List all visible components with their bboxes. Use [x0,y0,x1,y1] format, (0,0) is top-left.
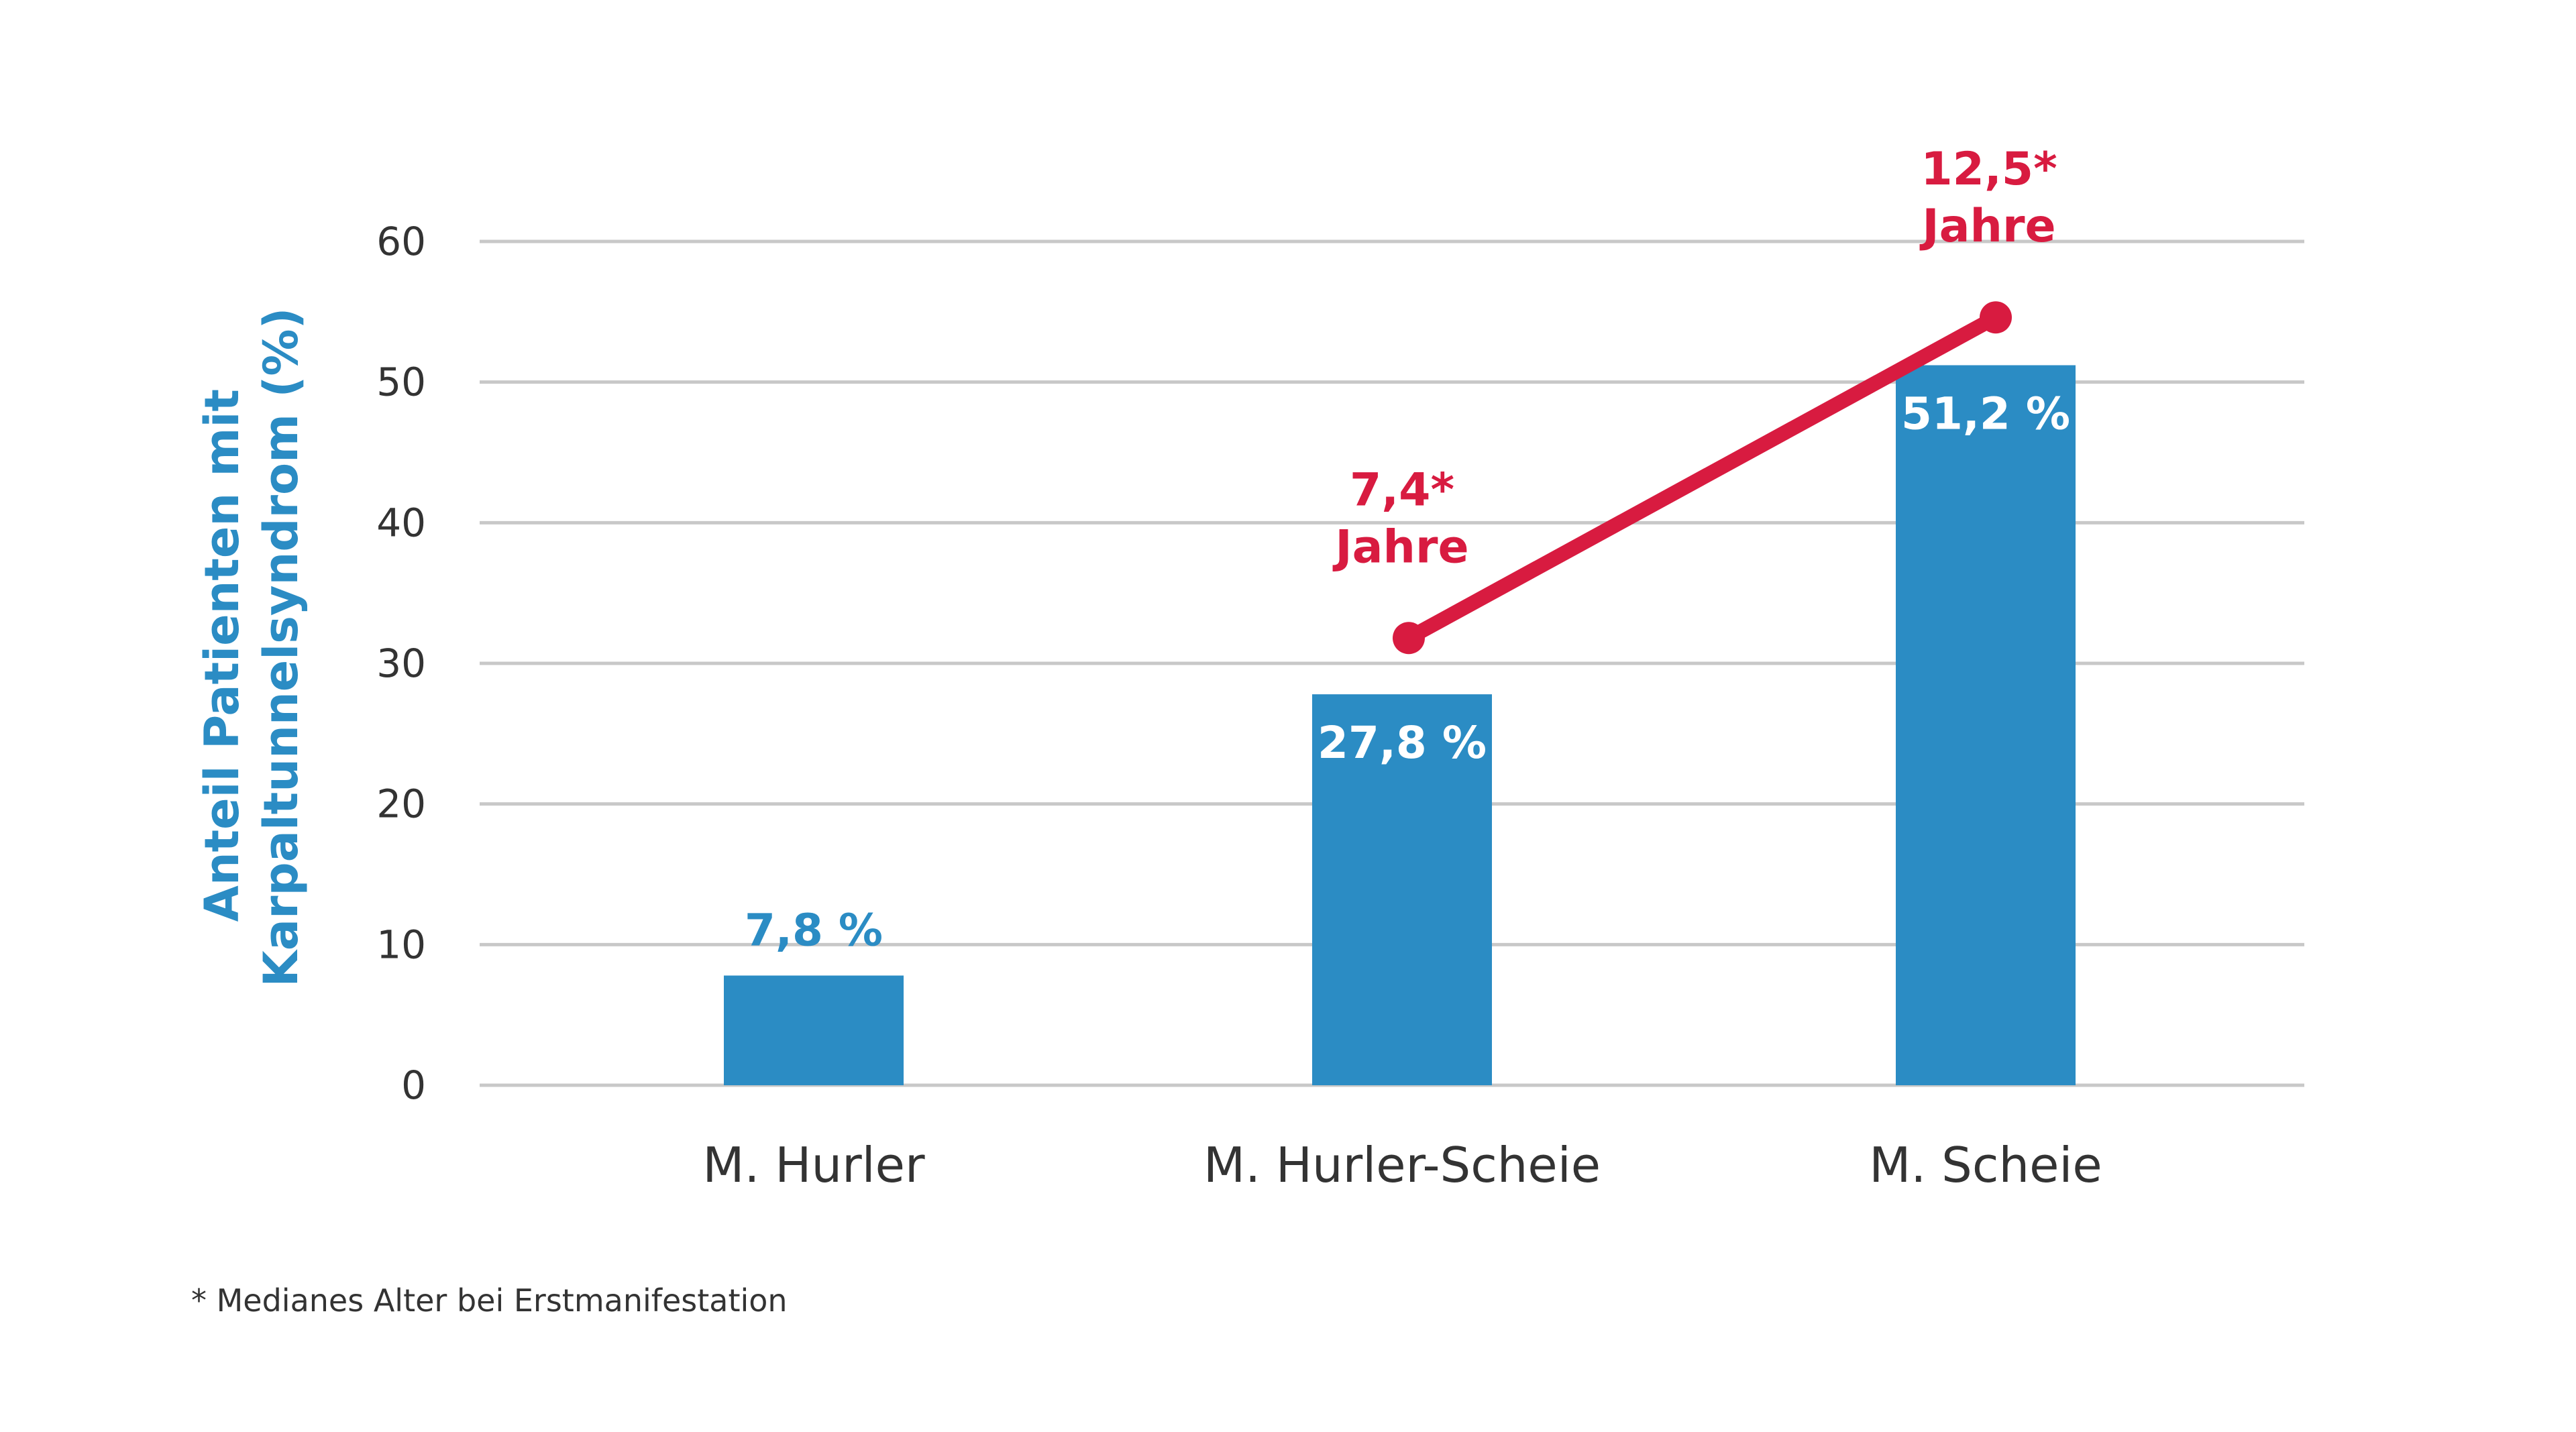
age-point [1393,622,1425,655]
bar-value-label: 51,2 % [1901,388,2070,440]
age-label-line: 7,4* [1350,463,1454,516]
bar-value-label: 7,8 % [745,904,883,956]
age-label: 12,5* Jahre [1919,143,2057,253]
y-tick-label: 40 [376,500,426,545]
y-tick-label: 10 [376,922,426,967]
y-axis-label-line-1: Anteil Patienten mit [195,389,250,922]
age-label-line: Jahre [1332,520,1468,573]
bar [1312,694,1492,1085]
footnote: * Medianes Alter bei Erstmanifestation [191,1282,788,1319]
age-label-line: Jahre [1919,200,2055,253]
y-axis-label: Anteil Patienten mit Karpaltunnelsyndrom… [195,307,309,987]
y-tick-label: 20 [376,781,426,827]
y-tick-label: 0 [401,1062,426,1108]
y-tick-label: 30 [376,641,426,686]
age-label: 7,4* Jahre [1332,463,1468,573]
bar [1896,365,2076,1086]
x-category-labels: M. Hurler M. Hurler-Scheie M. Scheie [702,1137,2102,1193]
y-tick-labels: 0 10 20 30 40 50 60 [376,219,426,1108]
age-point [1980,301,2012,334]
age-label-line: 12,5* [1921,143,2057,196]
y-tick-label: 50 [376,360,426,405]
bar-value-label: 27,8 % [1318,717,1487,769]
x-category-label: M. Scheie [1869,1137,2102,1193]
y-tick-label: 60 [376,219,426,264]
bar-value-labels: 7,8 % 27,8 % 51,2 % [745,388,2070,956]
x-category-label: M. Hurler-Scheie [1203,1137,1601,1193]
bars [724,365,2076,1086]
bar [724,975,904,1085]
y-axis-label-line-2: Karpaltunnelsyndrom (%) [254,307,309,987]
age-line [1401,310,2003,646]
x-category-label: M. Hurler [702,1137,925,1193]
